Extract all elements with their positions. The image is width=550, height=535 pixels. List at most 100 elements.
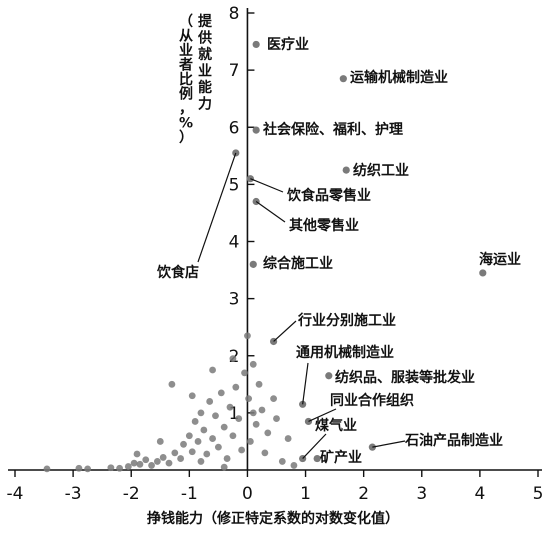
y-axis-title-char: ， [179, 101, 193, 117]
data-point [130, 459, 138, 467]
y-axis-title-char: 比 [179, 71, 193, 88]
point-annotation-label: 运输机械制造业 [350, 69, 448, 86]
labeled-data-point [342, 166, 350, 174]
y-tick-label: 7 [229, 61, 240, 81]
points-layer [43, 332, 298, 473]
data-point [188, 392, 196, 400]
labeled-data-point [325, 372, 333, 380]
data-point [241, 369, 248, 377]
data-point [153, 458, 161, 465]
labeled-data-point [313, 454, 321, 463]
labeled-data-point [249, 260, 257, 268]
annotation-leader-line [308, 408, 337, 422]
annotation-leader-line [250, 178, 284, 193]
y-axis-title-char: ） [179, 130, 193, 146]
y-axis-title-char: 能 [198, 79, 212, 96]
data-point [255, 380, 263, 388]
y-tick-label: 6 [229, 118, 240, 138]
data-point [249, 360, 257, 368]
data-point [232, 383, 240, 391]
point-annotation-label: 综合施工业 [263, 255, 333, 272]
point-annotation-label: 海运业 [479, 251, 521, 268]
data-point [252, 420, 260, 428]
y-axis-title-char: 供 [197, 30, 212, 47]
data-point [142, 456, 150, 464]
data-point [278, 458, 286, 465]
data-point [258, 406, 266, 414]
data-point [249, 409, 257, 417]
data-point [159, 454, 167, 461]
point-annotation-label: 饮食店 [156, 264, 199, 281]
data-point [116, 464, 123, 472]
y-axis-title-char: 业 [198, 64, 212, 80]
data-point [188, 448, 196, 456]
data-point [191, 418, 199, 425]
data-point [214, 443, 222, 451]
data-point [284, 435, 292, 442]
data-point [206, 398, 214, 405]
point-annotation-label: 社会保险、福利、护理 [262, 121, 403, 138]
x-tick-label: 1 [300, 484, 311, 504]
data-point [136, 460, 144, 468]
labeled-data-point [252, 126, 260, 134]
y-axis-title-char: 就 [198, 46, 212, 63]
data-point [133, 450, 141, 458]
point-annotation-label: 医疗业 [267, 36, 309, 53]
annotation-leader-line [302, 362, 309, 405]
labeled-data-point [479, 269, 487, 277]
y-axis-title-char: 业 [179, 43, 193, 59]
x-tick-label: 3 [416, 484, 427, 504]
data-point [84, 465, 92, 473]
data-point [212, 412, 219, 420]
data-point [185, 432, 193, 440]
y-tick-label: 8 [229, 4, 240, 24]
data-point [180, 440, 187, 448]
y-tick-label: 4 [229, 233, 240, 253]
x-tick-label: 0 [242, 484, 253, 504]
data-point [229, 432, 237, 440]
data-point [246, 438, 254, 445]
x-axis-title: 挣钱能力（修正特定系数的对数变化值） [147, 510, 399, 527]
data-point [171, 449, 179, 457]
labeled-data-point [232, 149, 240, 157]
data-point [273, 415, 280, 422]
data-point [244, 332, 251, 340]
data-point [156, 438, 164, 445]
point-annotation-label: 行业分别施工业 [297, 312, 396, 329]
x-tick-label: -1 [181, 484, 198, 504]
point-annotation-label: 矿产业 [320, 449, 362, 466]
data-point [226, 403, 234, 411]
labeled-data-point [252, 40, 260, 49]
point-annotation-label: 石油产品制造业 [404, 432, 503, 449]
data-point [194, 438, 202, 445]
y-axis-title-char: 从 [179, 29, 193, 45]
point-annotation-label: 通用机械制造业 [296, 344, 394, 361]
data-point [235, 415, 243, 422]
data-point [107, 464, 115, 472]
point-annotation-label: 同业合作组织 [330, 392, 414, 409]
x-tick-label: 5 [533, 484, 544, 504]
data-point [220, 423, 228, 431]
point-annotation-label: 纺织工业 [353, 162, 409, 179]
data-point [197, 458, 205, 465]
axes-layer: -4-3-2-101234512345678 [7, 4, 544, 504]
data-point [217, 389, 225, 397]
x-tick-label: -4 [7, 484, 24, 504]
annotation-leader-line [372, 440, 406, 448]
point-annotation-label: 饮食品零售业 [286, 187, 371, 204]
data-point [229, 355, 237, 363]
data-point [148, 462, 155, 469]
point-annotation-label: 其他零售业 [289, 217, 359, 234]
data-point [290, 462, 298, 469]
data-point [209, 366, 216, 374]
labeled-data-point [339, 75, 347, 83]
data-point [220, 463, 228, 471]
y-axis-title-char: % [179, 116, 193, 132]
y-axis-title-char: 例 [179, 86, 193, 103]
y-axis-title-char: （ [179, 14, 193, 30]
data-point [245, 395, 253, 402]
x-tick-label: 2 [358, 484, 369, 504]
data-point [203, 450, 211, 458]
